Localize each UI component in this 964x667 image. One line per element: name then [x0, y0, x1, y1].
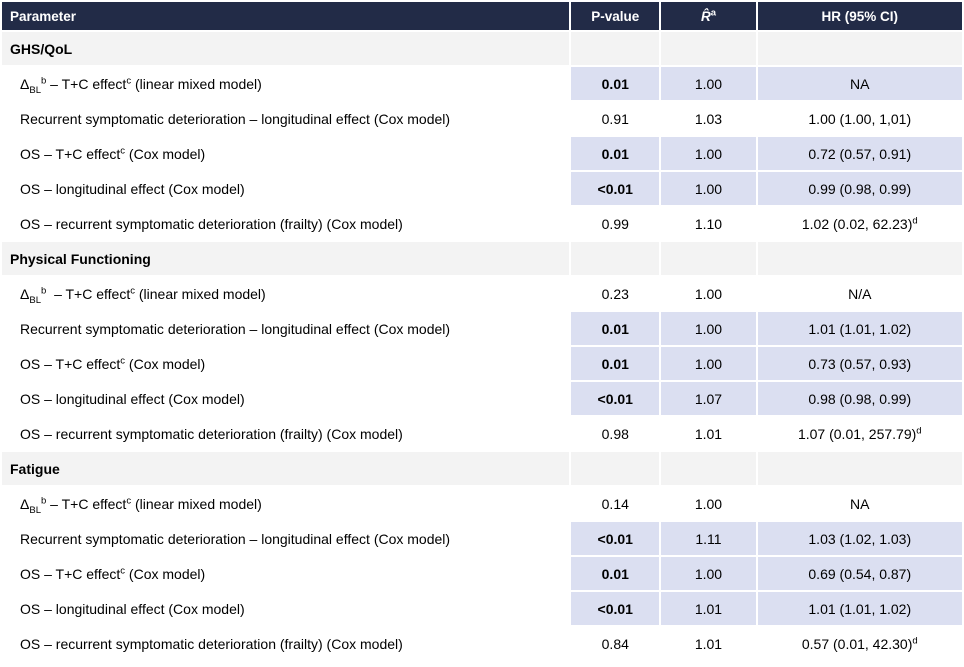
p-value-cell: 0.99 [571, 207, 660, 240]
hr-cell: 1.07 (0.01, 257.79)d [757, 417, 962, 450]
section-p-value-cell [571, 32, 660, 65]
r-hat-cell: 1.00 [661, 557, 756, 590]
hr-cell: 1.02 (0.02, 62.23)d [757, 207, 962, 240]
parameter-cell: ΔBLb – T+C effectc (linear mixed model) [2, 67, 570, 100]
r-hat-cell: 1.01 [661, 592, 756, 625]
hr-cell: 0.69 (0.54, 0.87) [757, 557, 962, 590]
parameter-cell: OS – T+C effectc (Cox model) [2, 557, 570, 590]
parameter-cell: ΔBLb – T+C effectc (linear mixed model) [2, 487, 570, 520]
r-hat-cell: 1.01 [661, 627, 756, 660]
parameter-cell: OS – T+C effectc (Cox model) [2, 137, 570, 170]
section-hr-cell [757, 242, 962, 275]
section-row: Physical Functioning [2, 242, 962, 275]
p-value-cell: 0.14 [571, 487, 660, 520]
parameter-cell: OS – recurrent symptomatic deterioration… [2, 207, 570, 240]
r-hat-cell: 1.00 [661, 487, 756, 520]
table-row: Recurrent symptomatic deterioration – lo… [2, 102, 962, 135]
parameter-cell: Recurrent symptomatic deterioration – lo… [2, 522, 570, 555]
table-row: Recurrent symptomatic deterioration – lo… [2, 312, 962, 345]
p-value-cell: <0.01 [571, 592, 660, 625]
r-hat-cell: 1.03 [661, 102, 756, 135]
p-value-cell: 0.01 [571, 557, 660, 590]
section-title: Fatigue [2, 452, 570, 485]
section-title: Physical Functioning [2, 242, 570, 275]
r-hat-cell: 1.10 [661, 207, 756, 240]
p-value-cell: 0.23 [571, 277, 660, 310]
hr-cell: 1.01 (1.01, 1.02) [757, 592, 962, 625]
hr-cell: 1.00 (1.00, 1,01) [757, 102, 962, 135]
hr-cell: NA [757, 487, 962, 520]
r-hat-cell: 1.00 [661, 67, 756, 100]
table-row: ΔBLb – T+C effectc (linear mixed model) 0… [2, 67, 962, 100]
parameter-cell: OS – recurrent symptomatic deterioration… [2, 417, 570, 450]
r-hat-cell: 1.00 [661, 277, 756, 310]
table-row: OS – longitudinal effect (Cox model) <0.0… [2, 592, 962, 625]
r-hat-cell: 1.07 [661, 382, 756, 415]
hr-cell: NA [757, 67, 962, 100]
column-header-p-value: P-value [571, 2, 660, 30]
hr-cell: 0.72 (0.57, 0.91) [757, 137, 962, 170]
section-p-value-cell [571, 452, 660, 485]
section-title: GHS/QoL [2, 32, 570, 65]
r-hat-cell: 1.01 [661, 417, 756, 450]
p-value-cell: <0.01 [571, 382, 660, 415]
section-r-hat-cell [661, 452, 756, 485]
parameter-cell: OS – T+C effectc (Cox model) [2, 347, 570, 380]
table-row: Recurrent symptomatic deterioration – lo… [2, 522, 962, 555]
parameter-cell: OS – longitudinal effect (Cox model) [2, 592, 570, 625]
section-hr-cell [757, 452, 962, 485]
p-value-cell: 0.01 [571, 67, 660, 100]
p-value-cell: 0.84 [571, 627, 660, 660]
r-hat-cell: 1.00 [661, 172, 756, 205]
parameter-cell: OS – longitudinal effect (Cox model) [2, 172, 570, 205]
hr-cell: 0.99 (0.98, 0.99) [757, 172, 962, 205]
table-row: ΔBLb – T+C effectc (linear mixed model) 0… [2, 277, 962, 310]
r-hat-cell: 1.11 [661, 522, 756, 555]
r-hat-cell: 1.00 [661, 137, 756, 170]
table-row: ΔBLb – T+C effectc (linear mixed model) 0… [2, 487, 962, 520]
table-row: OS – recurrent symptomatic deterioration… [2, 417, 962, 450]
section-r-hat-cell [661, 242, 756, 275]
column-header-r-hat: R̂a [661, 2, 756, 30]
table-row: OS – longitudinal effect (Cox model) <0.0… [2, 172, 962, 205]
table-row: OS – longitudinal effect (Cox model) <0.0… [2, 382, 962, 415]
hr-cell: 1.03 (1.02, 1.03) [757, 522, 962, 555]
hr-cell: 0.98 (0.98, 0.99) [757, 382, 962, 415]
r-hat-cell: 1.00 [661, 347, 756, 380]
parameter-cell: OS – longitudinal effect (Cox model) [2, 382, 570, 415]
p-value-cell: 0.98 [571, 417, 660, 450]
section-hr-cell [757, 32, 962, 65]
column-header-parameter: Parameter [2, 2, 570, 30]
hr-cell: 0.57 (0.01, 42.30)d [757, 627, 962, 660]
table-row: OS – T+C effectc (Cox model) 0.01 1.00 0.69… [2, 557, 962, 590]
hr-cell: 1.01 (1.01, 1.02) [757, 312, 962, 345]
table-row: OS – T+C effectc (Cox model) 0.01 1.00 0.72… [2, 137, 962, 170]
parameter-cell: Recurrent symptomatic deterioration – lo… [2, 312, 570, 345]
r-hat-cell: 1.00 [661, 312, 756, 345]
parameter-cell: Recurrent symptomatic deterioration – lo… [2, 102, 570, 135]
table-row: OS – T+C effectc (Cox model) 0.01 1.00 0.73… [2, 347, 962, 380]
p-value-cell: 0.01 [571, 312, 660, 345]
p-value-cell: 0.91 [571, 102, 660, 135]
table-header-row: Parameter P-value R̂a HR (95% CI) [2, 2, 962, 30]
p-value-cell: 0.01 [571, 347, 660, 380]
p-value-cell: <0.01 [571, 522, 660, 555]
parameter-cell: OS – recurrent symptomatic deterioration… [2, 627, 570, 660]
section-r-hat-cell [661, 32, 756, 65]
p-value-cell: 0.01 [571, 137, 660, 170]
parameter-cell: ΔBLb – T+C effectc (linear mixed model) [2, 277, 570, 310]
column-header-hr-ci: HR (95% CI) [757, 2, 962, 30]
section-row: GHS/QoL [2, 32, 962, 65]
hr-cell: N/A [757, 277, 962, 310]
hr-cell: 0.73 (0.57, 0.93) [757, 347, 962, 380]
section-p-value-cell [571, 242, 660, 275]
table-body: GHS/QoL ΔBLb – T+C effectc (linear mixed … [2, 32, 962, 660]
table-row: OS – recurrent symptomatic deterioration… [2, 207, 962, 240]
table-row: OS – recurrent symptomatic deterioration… [2, 627, 962, 660]
section-row: Fatigue [2, 452, 962, 485]
p-value-cell: <0.01 [571, 172, 660, 205]
